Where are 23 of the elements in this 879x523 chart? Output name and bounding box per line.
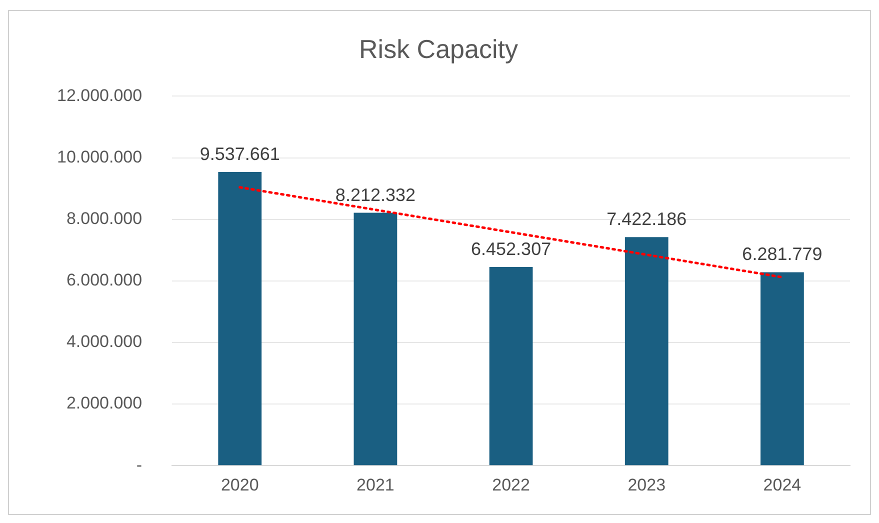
y-tick-label: 8.000.000 — [66, 209, 142, 228]
x-tick-label: 2021 — [356, 475, 394, 494]
y-tick-label: 10.000.000 — [56, 147, 142, 166]
x-tick-label: 2024 — [763, 475, 802, 494]
x-tick-label: 2023 — [628, 475, 666, 494]
y-tick-label: 2.000.000 — [66, 394, 142, 413]
bar — [218, 172, 262, 466]
data-label: 9.537.661 — [200, 144, 280, 164]
y-tick-label: 6.000.000 — [66, 270, 142, 290]
x-tick-label: 2022 — [492, 475, 530, 494]
y-tick-label: 12.000.000 — [56, 86, 142, 105]
chart-title: Risk Capacity — [359, 34, 518, 64]
bar — [489, 266, 533, 466]
data-label: 7.422.186 — [606, 209, 687, 230]
data-label: 8.212.332 — [335, 184, 416, 205]
data-label: 6.452.307 — [471, 238, 552, 259]
bar — [354, 212, 398, 466]
y-tick-label: 4.000.000 — [66, 332, 142, 352]
bar — [624, 237, 668, 466]
x-tick-label: 2020 — [220, 475, 259, 494]
data-label: 6.281.779 — [742, 244, 822, 264]
bar — [760, 272, 804, 466]
y-tick-label: - — [136, 455, 142, 474]
